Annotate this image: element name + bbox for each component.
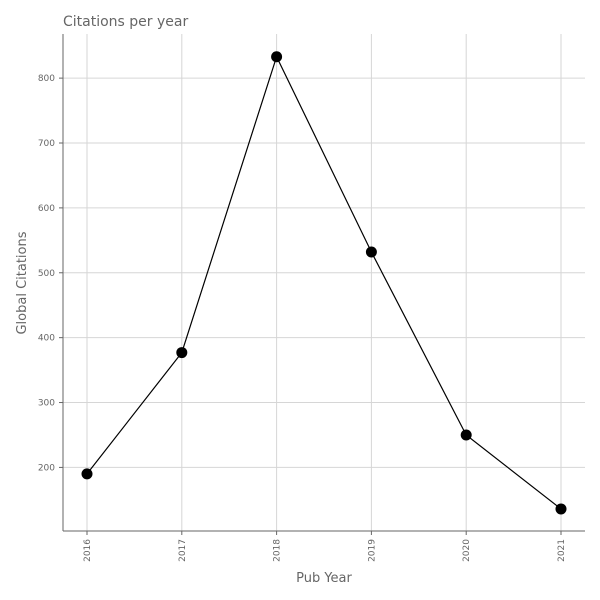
y-tick-label: 600 bbox=[38, 204, 55, 214]
grid-layer bbox=[63, 34, 585, 531]
chart-title: Citations per year bbox=[63, 14, 188, 30]
y-axis-label: Global Citations bbox=[15, 231, 30, 334]
x-tick-label: 2016 bbox=[83, 539, 93, 562]
x-tick-label: 2019 bbox=[367, 539, 377, 562]
y-tick-label: 400 bbox=[38, 334, 55, 344]
data-point bbox=[460, 429, 472, 441]
y-tick-label: 500 bbox=[38, 269, 55, 279]
series-layer bbox=[81, 51, 567, 515]
y-tick-label: 700 bbox=[38, 139, 55, 149]
x-tick-label: 2017 bbox=[178, 539, 188, 562]
y-tick-label: 300 bbox=[38, 399, 55, 409]
data-point bbox=[365, 246, 377, 258]
x-tick-label: 2021 bbox=[557, 539, 567, 562]
axis-layer bbox=[59, 34, 585, 535]
data-point bbox=[271, 51, 283, 63]
series-line bbox=[86, 55, 562, 510]
y-tick-label: 200 bbox=[38, 463, 55, 473]
y-tick-label: 800 bbox=[38, 74, 55, 84]
x-tick-label: 2020 bbox=[462, 539, 472, 562]
data-point bbox=[176, 347, 188, 359]
data-point bbox=[555, 503, 567, 515]
text-layer: Citations per year Pub Year Global Citat… bbox=[15, 14, 567, 586]
data-point bbox=[81, 468, 93, 480]
x-tick-label: 2018 bbox=[273, 539, 283, 562]
x-axis-label: Pub Year bbox=[296, 571, 352, 586]
